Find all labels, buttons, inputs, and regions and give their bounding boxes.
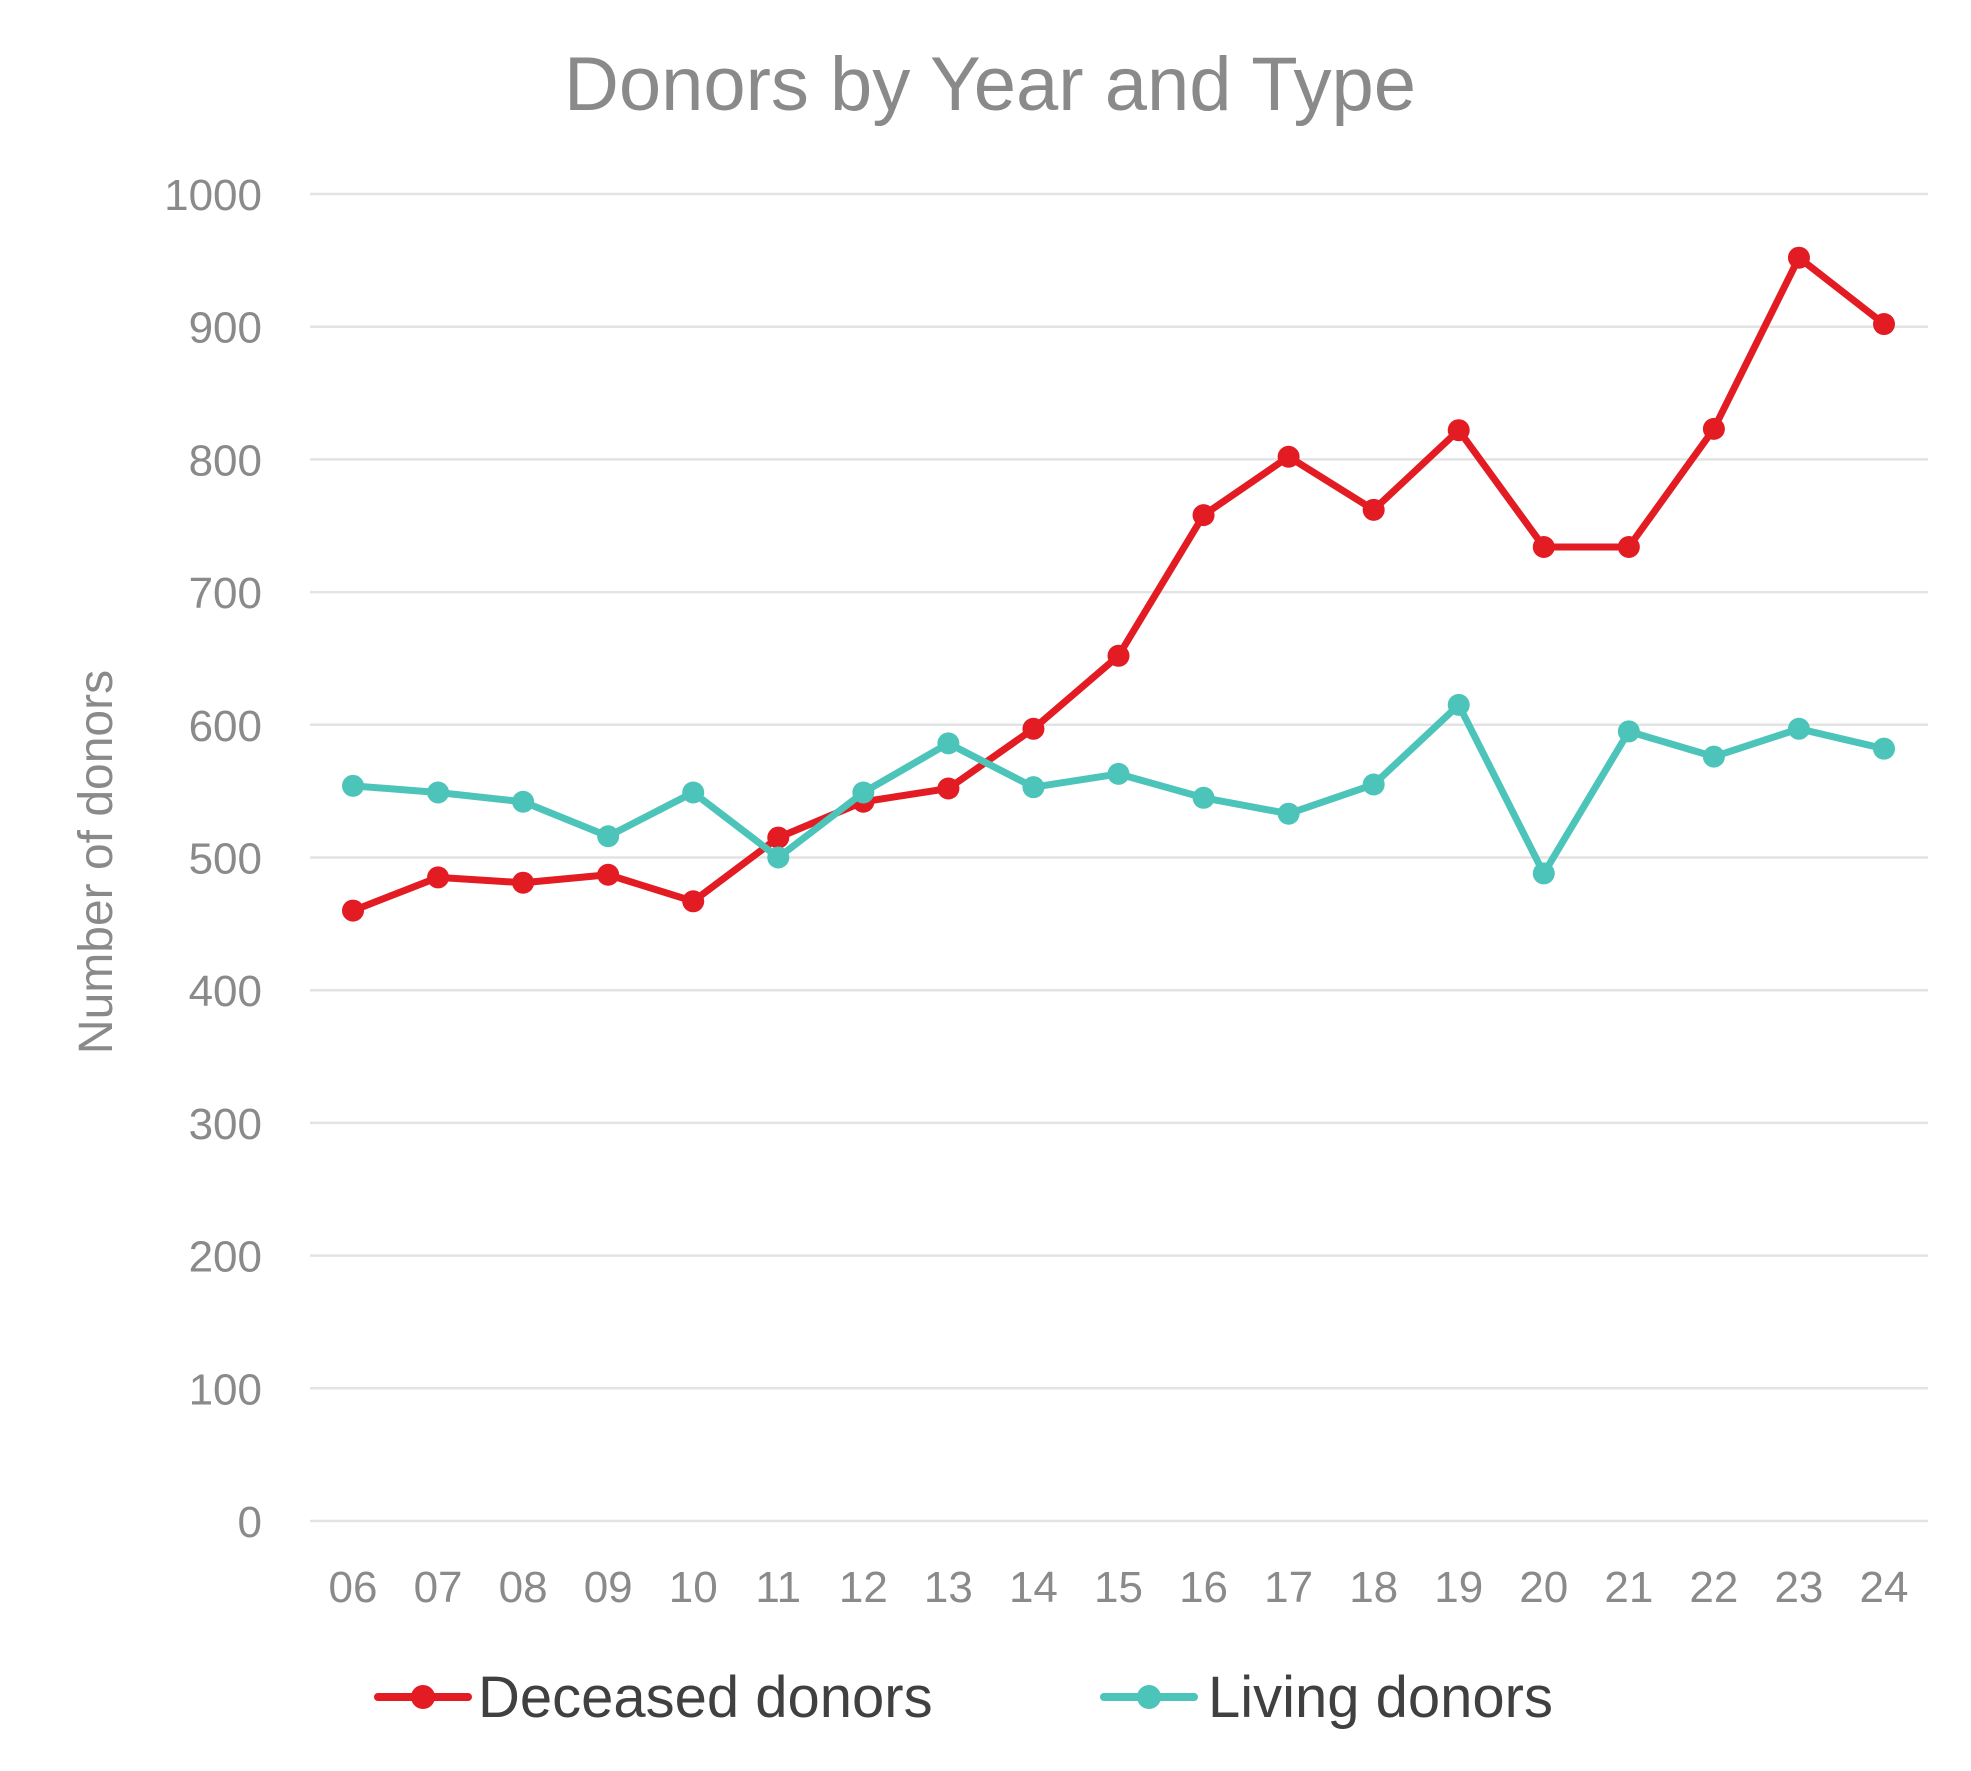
x-tick-label: 22 [1689, 1563, 1738, 1612]
x-tick-label: 11 [755, 1563, 801, 1612]
x-axis-ticks: 06 07 08 09 10 11 12 13 14 15 16 17 18 19 20 21 22 23 24 [329, 1563, 1909, 1612]
x-tick-label: 06 [329, 1563, 378, 1612]
legend-item: Deceased donors [374, 1665, 933, 1730]
y-tick-label: 400 [189, 967, 262, 1016]
y-axis-ticks: 0 100 200 300 400 500 600 700 800 900 1000 [164, 171, 262, 1547]
legend: Deceased donors Living donors [374, 1665, 1553, 1730]
data-point [597, 825, 620, 848]
data-point [1447, 419, 1470, 442]
y-tick-label: 100 [189, 1365, 262, 1414]
data-point [1192, 504, 1215, 527]
y-tick-label: 700 [189, 569, 262, 618]
x-tick-label: 24 [1860, 1563, 1909, 1612]
legend-item: Living donors [1100, 1665, 1553, 1730]
y-tick-label: 500 [189, 835, 262, 884]
data-point [852, 781, 875, 804]
x-tick-label: 23 [1774, 1563, 1823, 1612]
y-tick-label: 300 [189, 1100, 262, 1149]
data-point [1447, 693, 1470, 716]
data-point [342, 774, 364, 797]
x-tick-label: 13 [924, 1563, 973, 1612]
chart-title: Donors by Year and Type [564, 42, 1416, 127]
x-tick-label: 07 [414, 1563, 463, 1612]
data-point [1702, 417, 1725, 440]
x-tick-label: 20 [1519, 1563, 1568, 1612]
data-point [427, 781, 450, 804]
data-point [1362, 498, 1385, 521]
data-point [1873, 737, 1895, 760]
data-point [1532, 535, 1555, 558]
data-point [512, 790, 535, 813]
data-point [1873, 313, 1895, 336]
y-tick-label: 900 [189, 304, 262, 353]
series-line [349, 701, 1888, 877]
data-point [1617, 720, 1640, 743]
legend-label: Deceased donors [478, 1665, 933, 1730]
data-point [597, 863, 620, 886]
data-point [1192, 786, 1215, 809]
x-tick-label: 09 [584, 1563, 633, 1612]
x-tick-label: 14 [1009, 1563, 1058, 1612]
x-tick-label: 19 [1434, 1563, 1483, 1612]
series-1 [342, 693, 1895, 885]
gridlines [310, 192, 1928, 1523]
data-point [937, 777, 960, 800]
series-lines [342, 246, 1895, 922]
y-tick-label: 0 [238, 1498, 262, 1547]
data-point [682, 781, 705, 804]
legend-swatch-marker [411, 1685, 435, 1709]
x-tick-label: 15 [1094, 1563, 1143, 1612]
x-tick-label: 08 [499, 1563, 548, 1612]
data-point [1277, 802, 1300, 825]
data-point [682, 890, 705, 913]
x-tick-label: 18 [1349, 1563, 1398, 1612]
data-point [1277, 445, 1300, 468]
x-tick-label: 17 [1264, 1563, 1313, 1612]
data-point [342, 899, 364, 922]
legend-label: Living donors [1208, 1665, 1553, 1730]
x-tick-label: 10 [669, 1563, 718, 1612]
series-line [349, 254, 1888, 915]
legend-swatch-marker [1137, 1685, 1161, 1709]
data-point [1532, 862, 1555, 885]
y-axis-label: Number of donors [70, 670, 123, 1054]
y-tick-label: 1000 [164, 171, 262, 220]
data-point [1362, 773, 1385, 796]
data-point [1022, 717, 1045, 740]
data-point [1617, 535, 1640, 558]
data-point [767, 846, 790, 869]
data-point [1022, 776, 1045, 799]
data-point [937, 732, 960, 755]
data-point [1702, 745, 1725, 768]
data-point [512, 871, 535, 894]
x-tick-label: 12 [839, 1563, 888, 1612]
y-tick-label: 200 [189, 1233, 262, 1282]
data-point [1787, 717, 1810, 740]
y-tick-label: 800 [189, 436, 262, 485]
data-point [427, 866, 450, 889]
x-tick-label: 16 [1179, 1563, 1228, 1612]
data-point [1107, 644, 1130, 667]
y-tick-label: 600 [189, 702, 262, 751]
data-point [1107, 762, 1130, 785]
data-point [767, 826, 790, 849]
data-point [1787, 246, 1810, 269]
x-tick-label: 21 [1604, 1563, 1653, 1612]
